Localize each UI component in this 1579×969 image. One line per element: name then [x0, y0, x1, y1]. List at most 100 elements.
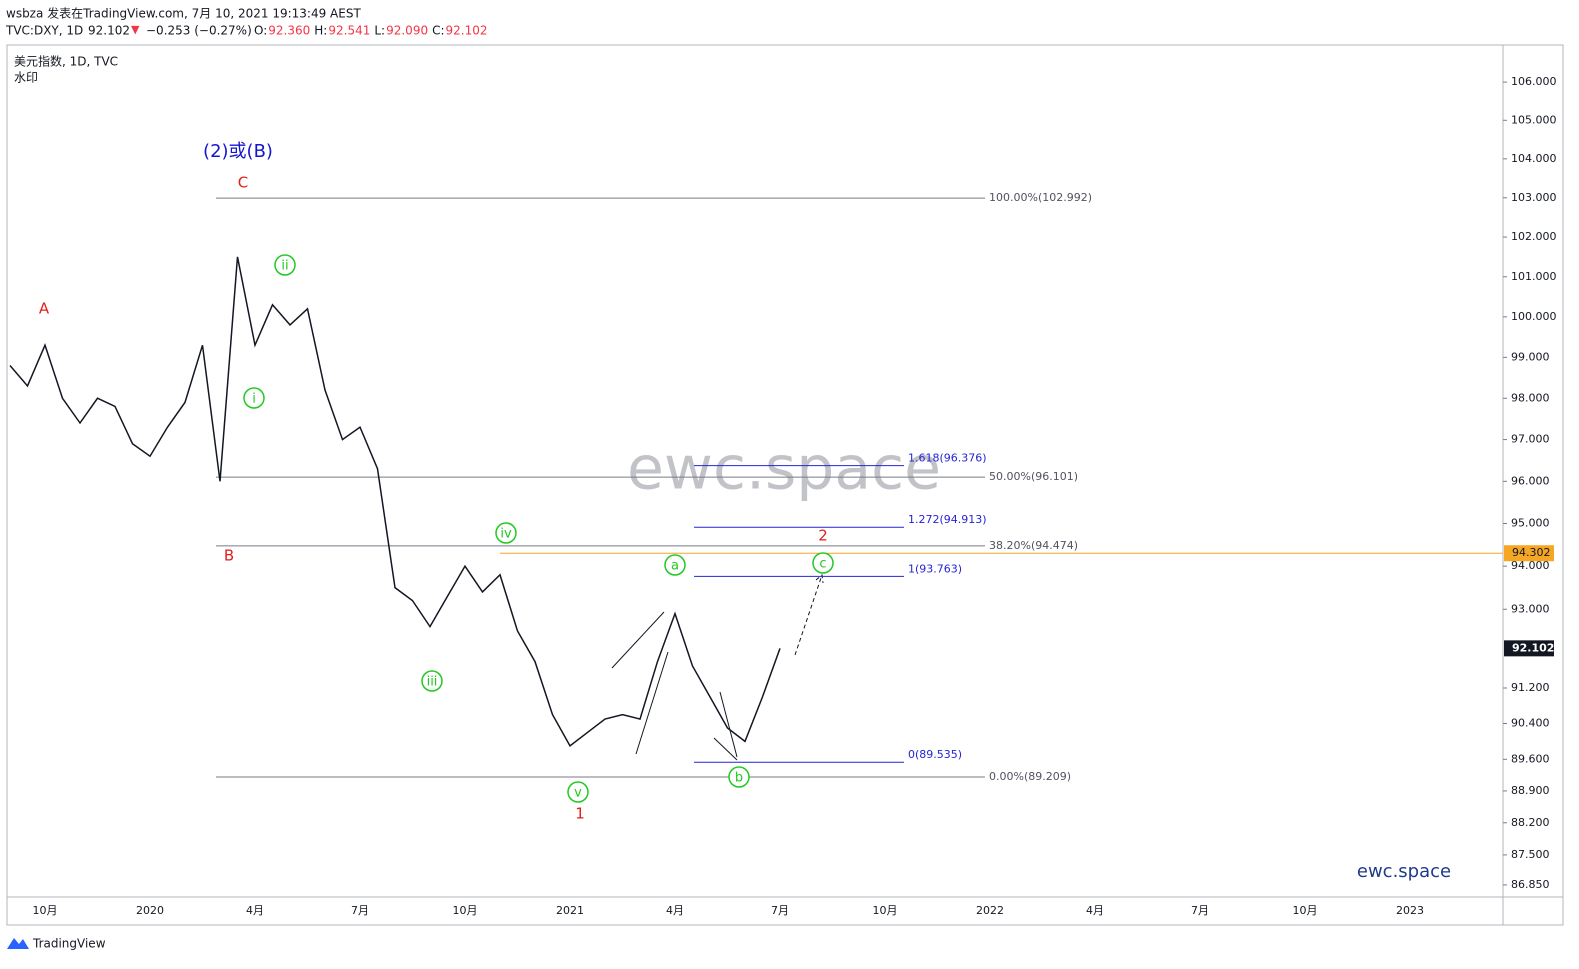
x-tick-label: 10月: [873, 904, 898, 917]
x-tick-label: 7月: [1191, 904, 1209, 917]
wave-circle: [495, 522, 517, 544]
y-tick-label: 102.000: [1511, 230, 1557, 243]
x-tick-label: 2022: [976, 904, 1004, 917]
y-tick-label: 104.000: [1511, 152, 1557, 165]
alert-tag: [1504, 545, 1554, 562]
y-tick-label: 103.000: [1511, 191, 1557, 204]
wave-label: 1: [575, 805, 585, 823]
alert-tag-label: 94.302: [1512, 546, 1551, 559]
wave-circle: [421, 670, 443, 692]
x-tick-label: 4月: [666, 904, 684, 917]
wave-label: v: [574, 786, 582, 801]
x-tick-label: 4月: [246, 904, 264, 917]
y-tick-label: 96.000: [1511, 474, 1550, 487]
arrow: ▼: [131, 23, 140, 36]
chart-frame: [6, 44, 1564, 926]
wave-label: c: [819, 557, 826, 572]
ohlc-key: L:: [374, 24, 385, 38]
wave-label: ii: [281, 259, 288, 274]
ohlc-value: 92.541: [328, 24, 370, 38]
logo-icon: [7, 938, 29, 949]
y-tick-label: 101.000: [1511, 270, 1557, 283]
fib-label: 50.00%(96.101): [989, 470, 1078, 483]
legend-name: 美元指数, 1D, TVC: [14, 54, 118, 69]
x-tick-label: 2023: [1396, 904, 1424, 917]
y-tick-label: 94.000: [1511, 559, 1550, 572]
x-tick-label: 4月: [1086, 904, 1104, 917]
wave-label: 2: [818, 527, 828, 545]
x-tick-label: 10月: [33, 904, 58, 917]
wave-label: a: [671, 559, 679, 574]
wave-label: iv: [500, 527, 512, 542]
y-tick-label: 87.500: [1511, 848, 1550, 861]
y-tick-label: 88.900: [1511, 784, 1550, 797]
trend-line: [635, 651, 669, 755]
y-tick-label: 98.000: [1511, 391, 1550, 404]
wave-label: b: [735, 771, 743, 786]
x-tick-label: 7月: [771, 904, 789, 917]
wave-label: i: [252, 392, 256, 407]
y-tick-label: 86.850: [1511, 878, 1550, 891]
y-tick-label: 91.200: [1511, 681, 1550, 694]
tv-logo: TradingView: [7, 937, 106, 951]
fib-ext-label: 0(89.535): [908, 748, 962, 761]
ohlc-value: 92.360: [268, 24, 310, 38]
wave-label: B: [224, 547, 234, 565]
wave-circle: [274, 254, 296, 276]
fib-label: 100.00%(102.992): [989, 191, 1092, 204]
x-tick-label: 7月: [351, 904, 369, 917]
wave-circle: [812, 552, 834, 574]
wave-circle: [728, 766, 750, 788]
x-tick-label: 2021: [556, 904, 584, 917]
ohlc-value: 92.090: [386, 24, 428, 38]
ohlc-bar: TVC:DXY, 1D 92.102 ▼ −0.253 (−0.27%): [5, 23, 252, 38]
wave-circle: [664, 554, 686, 576]
last-price-label: 92.102: [1512, 641, 1554, 654]
ohlc-key: O:: [254, 24, 267, 38]
x-tick-label: 10月: [1293, 904, 1318, 917]
wave-label: A: [39, 300, 50, 318]
fib-label: 38.20%(94.474): [989, 539, 1078, 552]
y-tick-label: 106.000: [1511, 75, 1557, 88]
y-tick-label: 90.400: [1511, 717, 1550, 730]
y-tick-label: 105.000: [1511, 113, 1557, 126]
y-tick-label: 99.000: [1511, 350, 1550, 363]
trend-line: [611, 611, 665, 669]
projection-arrow: [794, 574, 824, 656]
ohlc-key: H:: [314, 24, 327, 38]
ohlc-key: C:: [432, 24, 444, 38]
y-tick-label: 88.200: [1511, 816, 1550, 829]
wave-circle: [243, 387, 265, 409]
trend-line: [713, 737, 738, 761]
price-line: [9, 256, 781, 747]
wave-circle: [567, 781, 589, 803]
y-tick-label: 95.000: [1511, 517, 1550, 530]
watermark: ewc.space: [627, 434, 941, 504]
fib-ext-label: 1.618(96.376): [908, 452, 987, 465]
ohlc-value: 92.102: [446, 24, 488, 38]
y-tick-label: 93.000: [1511, 602, 1550, 615]
brand: ewc.space: [1357, 861, 1451, 882]
last-price-tag: [1504, 640, 1554, 657]
change: −0.253 (−0.27%): [146, 24, 252, 38]
legend-note: 水印: [14, 71, 38, 85]
trend-lines: [611, 611, 738, 761]
x-tick-label: 2020: [136, 904, 164, 917]
fib-label: 0.00%(89.209): [989, 770, 1071, 783]
last: 92.102: [88, 24, 130, 38]
x-tick-label: 10月: [453, 904, 478, 917]
wave-label: C: [238, 174, 248, 192]
publish-info: wsbza 发表在TradingView.com, 7月 10, 2021 19…: [6, 6, 361, 21]
trend-line: [719, 691, 738, 758]
fib-ext-label: 1(93.763): [908, 562, 962, 575]
y-tick-label: 89.600: [1511, 752, 1550, 765]
wave-label: (2)或(B): [203, 141, 273, 162]
y-tick-label: 100.000: [1511, 310, 1557, 323]
fib-ext-label: 1.272(94.913): [908, 513, 987, 526]
wave-label: iii: [427, 675, 438, 690]
symbol: TVC:DXY, 1D: [5, 24, 83, 38]
footer-text: TradingView: [32, 937, 106, 951]
y-tick-label: 97.000: [1511, 433, 1550, 446]
